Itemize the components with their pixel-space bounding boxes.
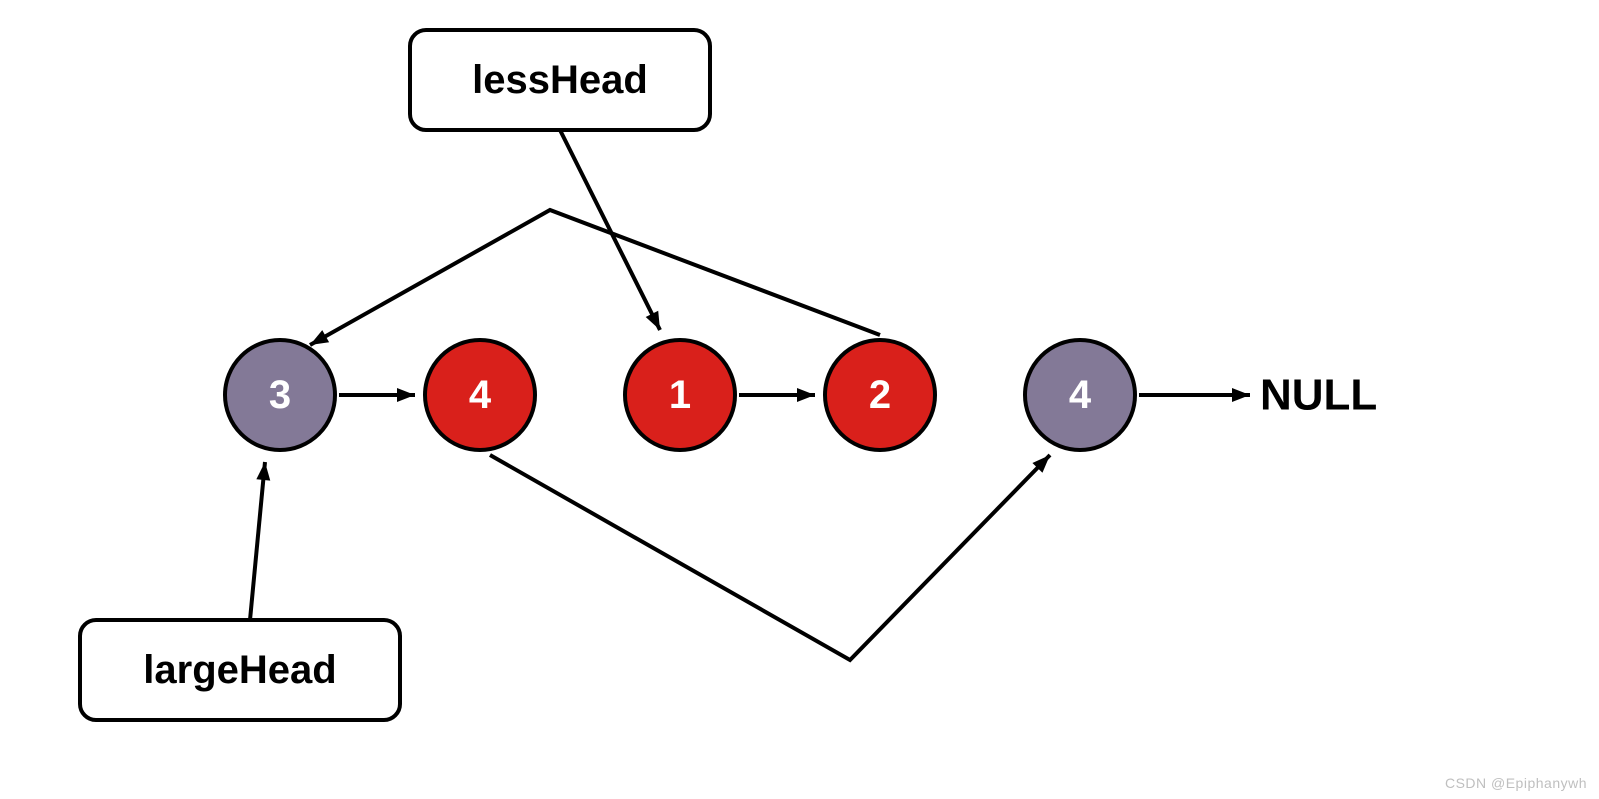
null-label: NULL: [1260, 371, 1377, 420]
node-label-n4a: 4: [469, 373, 492, 417]
edge: [490, 455, 1050, 660]
label-text-largeHead: largeHead: [143, 648, 336, 692]
node-label-n2: 2: [869, 373, 891, 417]
edge: [560, 130, 660, 330]
edge: [250, 462, 265, 620]
edge: [310, 210, 880, 345]
arrow-head: [1232, 388, 1250, 402]
arrow-head: [397, 388, 415, 402]
node-label-n1: 1: [669, 373, 691, 417]
label-text-lessHead: lessHead: [472, 58, 648, 102]
arrow-head: [310, 330, 329, 345]
watermark: CSDN @Epiphanywh: [1445, 775, 1587, 791]
arrow-head: [797, 388, 815, 402]
node-label-n4b: 4: [1069, 373, 1092, 417]
node-label-n3: 3: [269, 373, 291, 417]
arrow-head: [646, 311, 660, 330]
